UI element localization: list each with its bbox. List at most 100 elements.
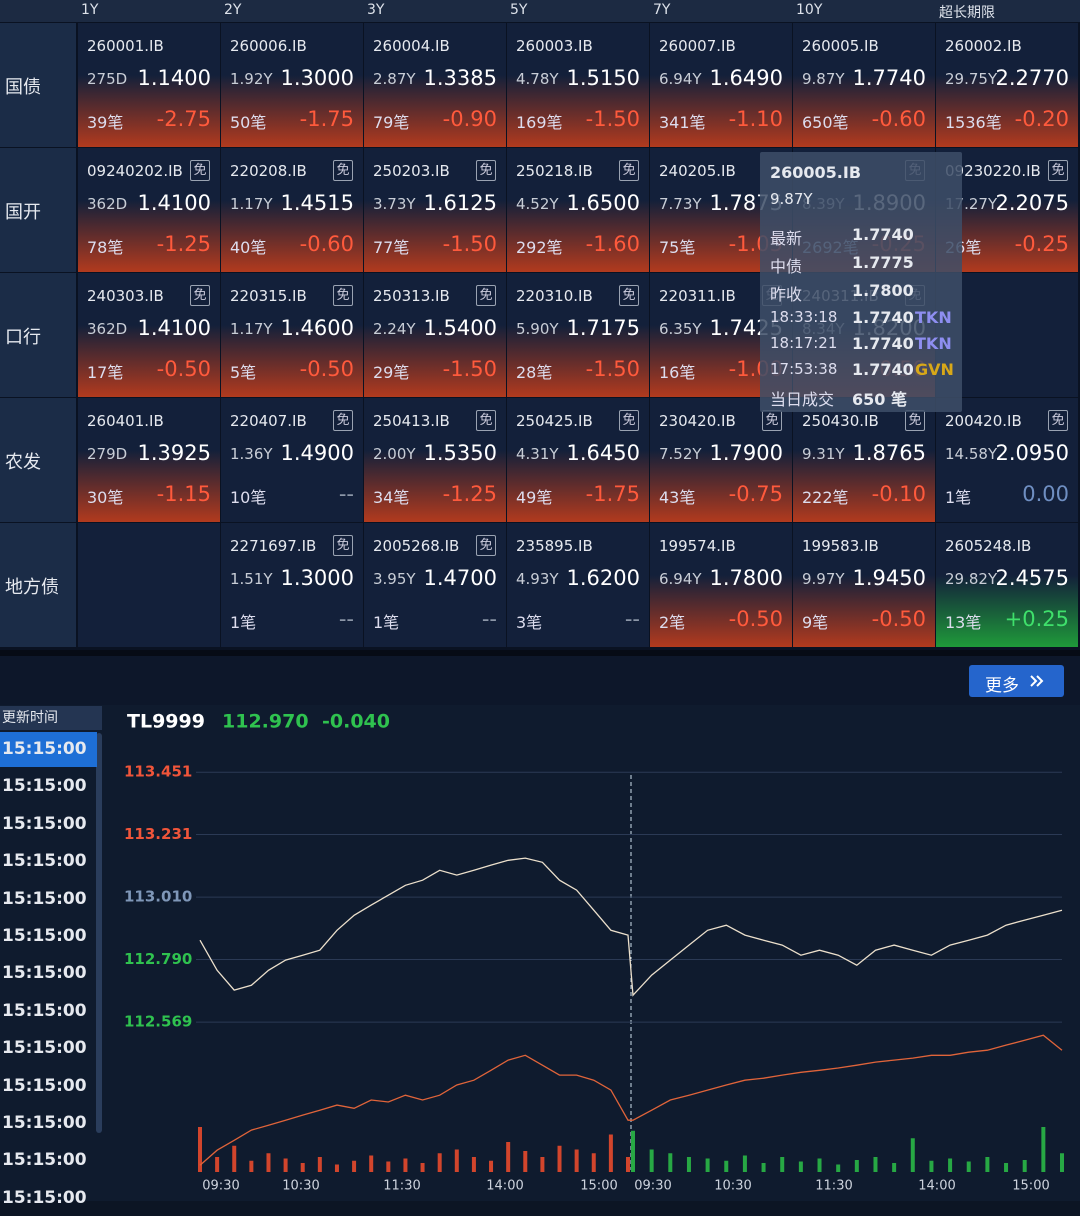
row-label: 国开 [0,148,76,272]
volume-bar [817,1158,822,1172]
row-name: 口行 [5,327,41,348]
term: 4.52Y [516,195,559,213]
bond-cell: 260001.IB 275D 1.1400 39笔 -2.75 [78,23,220,147]
change: -1.15 [156,482,211,506]
bond-cell: 260007.IB 6.94Y 1.6490 341笔 -1.10 [650,23,792,147]
volume-bar [591,1153,596,1172]
chart-panel [0,705,1080,1201]
row-name: 农发 [5,452,41,473]
bond-code: 199574.IB [659,537,736,555]
yield: 1.8765 [852,441,926,465]
bond-cell: 2005268.IB 免 3.95Y 1.4700 1笔 -- [364,523,506,647]
tip-label: 最新 [770,229,803,248]
bond-code: 240205.IB [659,162,736,180]
bond-code: 260005.IB [802,37,879,55]
tax-free-tag: 免 [333,160,353,181]
trade-count: 34笔 [373,488,410,507]
chart-title: TL9999 [127,711,205,733]
tax-free-tag: 免 [476,410,496,431]
volume-bar [283,1158,288,1172]
term: 6.94Y [659,70,702,88]
trade-count: 78笔 [87,238,124,257]
change: -- [481,607,497,631]
bond-code: 200420.IB [945,412,1022,430]
volume-bar [489,1160,494,1172]
yield: 1.9450 [852,566,926,590]
term: 1.17Y [230,195,273,213]
volume-label: 当日成交 [770,390,835,409]
x-tick-label: 15:00 [580,1179,617,1194]
bond-code: 09240202.IB [87,162,183,180]
x-tick-label: 09:30 [634,1179,671,1194]
bond-code: 2005268.IB [373,537,460,555]
bond-cell: 235895.IB 4.93Y 1.6200 3笔 -- [507,523,649,647]
bond-cell: 09240202.IB 免 362D 1.4100 78笔 -1.25 [78,148,220,272]
trade-count: 1536笔 [945,113,1002,132]
change: -1.25 [156,232,211,256]
volume-bar [780,1157,785,1172]
volume-bar [724,1160,729,1172]
change: -0.25 [1014,232,1069,256]
bond-cell: 250430.IB 免 9.31Y 1.8765 222笔 -0.10 [793,398,935,522]
volume-bar [317,1157,322,1172]
bond-cell [78,523,220,647]
y-tick-label: 113.231 [124,825,192,843]
list-item[interactable]: 15:15:00 [0,732,97,767]
tenor-label: 5Y [510,2,528,18]
volume-bar [761,1163,766,1172]
term: 1.36Y [230,445,273,463]
volume-bar [574,1149,579,1172]
row-label: 国债 [0,23,76,147]
term: 14.58Y [945,445,998,463]
bond-code: 220315.IB [230,287,307,305]
x-tick-label: 10:30 [282,1179,319,1194]
tax-free-tag: 免 [190,160,210,181]
tax-free-tag: 免 [190,285,210,306]
change: -1.25 [442,482,497,506]
change: -1.50 [442,232,497,256]
volume-bar [836,1164,841,1172]
trade-count: 13笔 [945,613,982,632]
trade-count: 9笔 [802,613,829,632]
bond-cell: 250203.IB 免 3.73Y 1.6125 77笔 -1.50 [364,148,506,272]
trade-count: 3笔 [516,613,543,632]
trade-count: 77笔 [373,238,410,257]
trade-count: 16笔 [659,363,696,382]
price-change: -0.040 [322,711,390,733]
x-tick-label: 10:30 [714,1179,751,1194]
row-name: 国开 [5,202,41,223]
list-item: 15:15:00 [2,851,87,872]
more-button[interactable]: 更多 [969,665,1064,697]
list-item: 15:15:00 [2,1150,87,1171]
bond-code: 260003.IB [516,37,593,55]
change: -- [338,482,354,506]
trade-count: 2笔 [659,613,686,632]
tenor-label: 7Y [653,2,671,18]
bond-cell: 260002.IB 29.75Y 2.2770 1536笔 -0.20 [936,23,1078,147]
trade-count: 1笔 [230,613,257,632]
yield: 1.4600 [280,316,354,340]
bond-code: 250430.IB [802,412,879,430]
term: 4.93Y [516,570,559,588]
tax-free-tag: 免 [619,410,639,431]
yield: 1.5400 [423,316,497,340]
tax-free-tag: 免 [1048,160,1068,181]
trade-count: 28笔 [516,363,553,382]
change: -0.50 [871,607,926,631]
change: -0.90 [442,107,497,131]
bond-cell: 220208.IB 免 1.17Y 1.4515 40笔 -0.60 [221,148,363,272]
tax-free-tag: 免 [333,285,353,306]
change: -1.10 [728,107,783,131]
volume-bar [910,1138,915,1172]
yield: 1.6125 [423,191,497,215]
volume-value: 650 笔 [852,390,907,409]
trade-count: 650笔 [802,113,849,132]
x-tick-label: 09:30 [202,1179,239,1194]
trade-count: 169笔 [516,113,563,132]
row-name: 国债 [5,77,41,98]
volume-bar [1022,1160,1027,1172]
term: 279D [87,445,128,463]
y-tick-label: 112.790 [124,950,192,968]
bond-cell: 240303.IB 免 362D 1.4100 17笔 -0.50 [78,273,220,397]
term: 7.52Y [659,445,702,463]
